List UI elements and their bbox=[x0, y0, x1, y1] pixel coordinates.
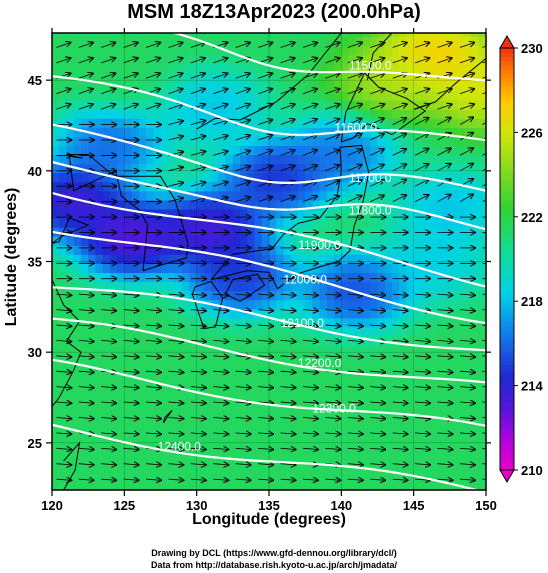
contour-line bbox=[52, 123, 486, 192]
contour-label: 11900.0 bbox=[298, 238, 341, 252]
contour-line bbox=[52, 230, 486, 325]
colorbar-tick-label: 218 bbox=[521, 294, 543, 309]
colorbar-tick-label: 222 bbox=[521, 210, 543, 225]
colorbar-tick-label: 210 bbox=[521, 463, 543, 478]
y-axis-label: Latitude (degrees) bbox=[3, 187, 20, 327]
x-axis-label: Longitude (degrees) bbox=[192, 511, 346, 528]
y-axis-ticks: 25 30 35 40 45 bbox=[28, 73, 491, 451]
contour-line bbox=[52, 423, 482, 490]
contour-line bbox=[52, 191, 486, 288]
colorbar: 230 226 222 218 214 210 bbox=[499, 35, 543, 483]
contour-label: 12000.0 bbox=[284, 273, 328, 287]
contour-label: 11500.0 bbox=[349, 59, 392, 73]
y-tick-label: 25 bbox=[28, 436, 42, 451]
x-axis-ticks: 120 125 130 135 140 145 150 bbox=[41, 28, 497, 513]
x-tick-label: 125 bbox=[113, 498, 135, 513]
colorbar-tick-label: 214 bbox=[521, 379, 543, 394]
credit-dcl: Drawing by DCL (https://www.gfd-dennou.o… bbox=[151, 548, 397, 558]
contour-line bbox=[52, 75, 486, 142]
height-contours: 11500.0 11600.0 11700.0 11800.0 11900.0 12000… bbox=[52, 33, 486, 490]
y-tick-label: 30 bbox=[28, 345, 42, 360]
contour-label: 11700.0 bbox=[349, 171, 392, 185]
colorbar-tick-label: 226 bbox=[521, 125, 543, 140]
x-tick-label: 120 bbox=[41, 498, 63, 513]
y-tick-label: 45 bbox=[28, 73, 42, 88]
wind-vectors bbox=[56, 43, 486, 481]
contour-line bbox=[52, 317, 486, 384]
credit-data-source: Data from http://database.rish.kyoto-u.a… bbox=[150, 560, 398, 570]
contour-label: 12400.0 bbox=[158, 440, 202, 454]
contour-label: 12200.0 bbox=[298, 356, 342, 370]
x-tick-label: 130 bbox=[186, 498, 208, 513]
chart-title: MSM 18Z13Apr2023 (200.0hPa) bbox=[127, 1, 421, 23]
colorbar-tick-label: 230 bbox=[521, 41, 543, 56]
x-tick-label: 135 bbox=[258, 498, 280, 513]
temperature-shading bbox=[52, 33, 486, 490]
contour-label: 11600.0 bbox=[335, 120, 378, 134]
x-tick-label: 145 bbox=[403, 498, 425, 513]
contour-label: 11800.0 bbox=[349, 204, 392, 218]
contour-line bbox=[170, 33, 486, 82]
colorbar-max-extension bbox=[499, 35, 515, 49]
contour-line bbox=[52, 286, 486, 352]
colorbar-min-extension bbox=[499, 469, 515, 483]
contour-line bbox=[52, 358, 486, 427]
y-tick-label: 40 bbox=[28, 164, 42, 179]
y-tick-label: 35 bbox=[28, 255, 42, 270]
contour-label: 12300.0 bbox=[312, 401, 356, 415]
x-tick-label: 140 bbox=[330, 498, 352, 513]
contour-label: 12100.0 bbox=[281, 316, 325, 330]
contour-line bbox=[52, 160, 486, 231]
x-tick-label: 150 bbox=[475, 498, 497, 513]
